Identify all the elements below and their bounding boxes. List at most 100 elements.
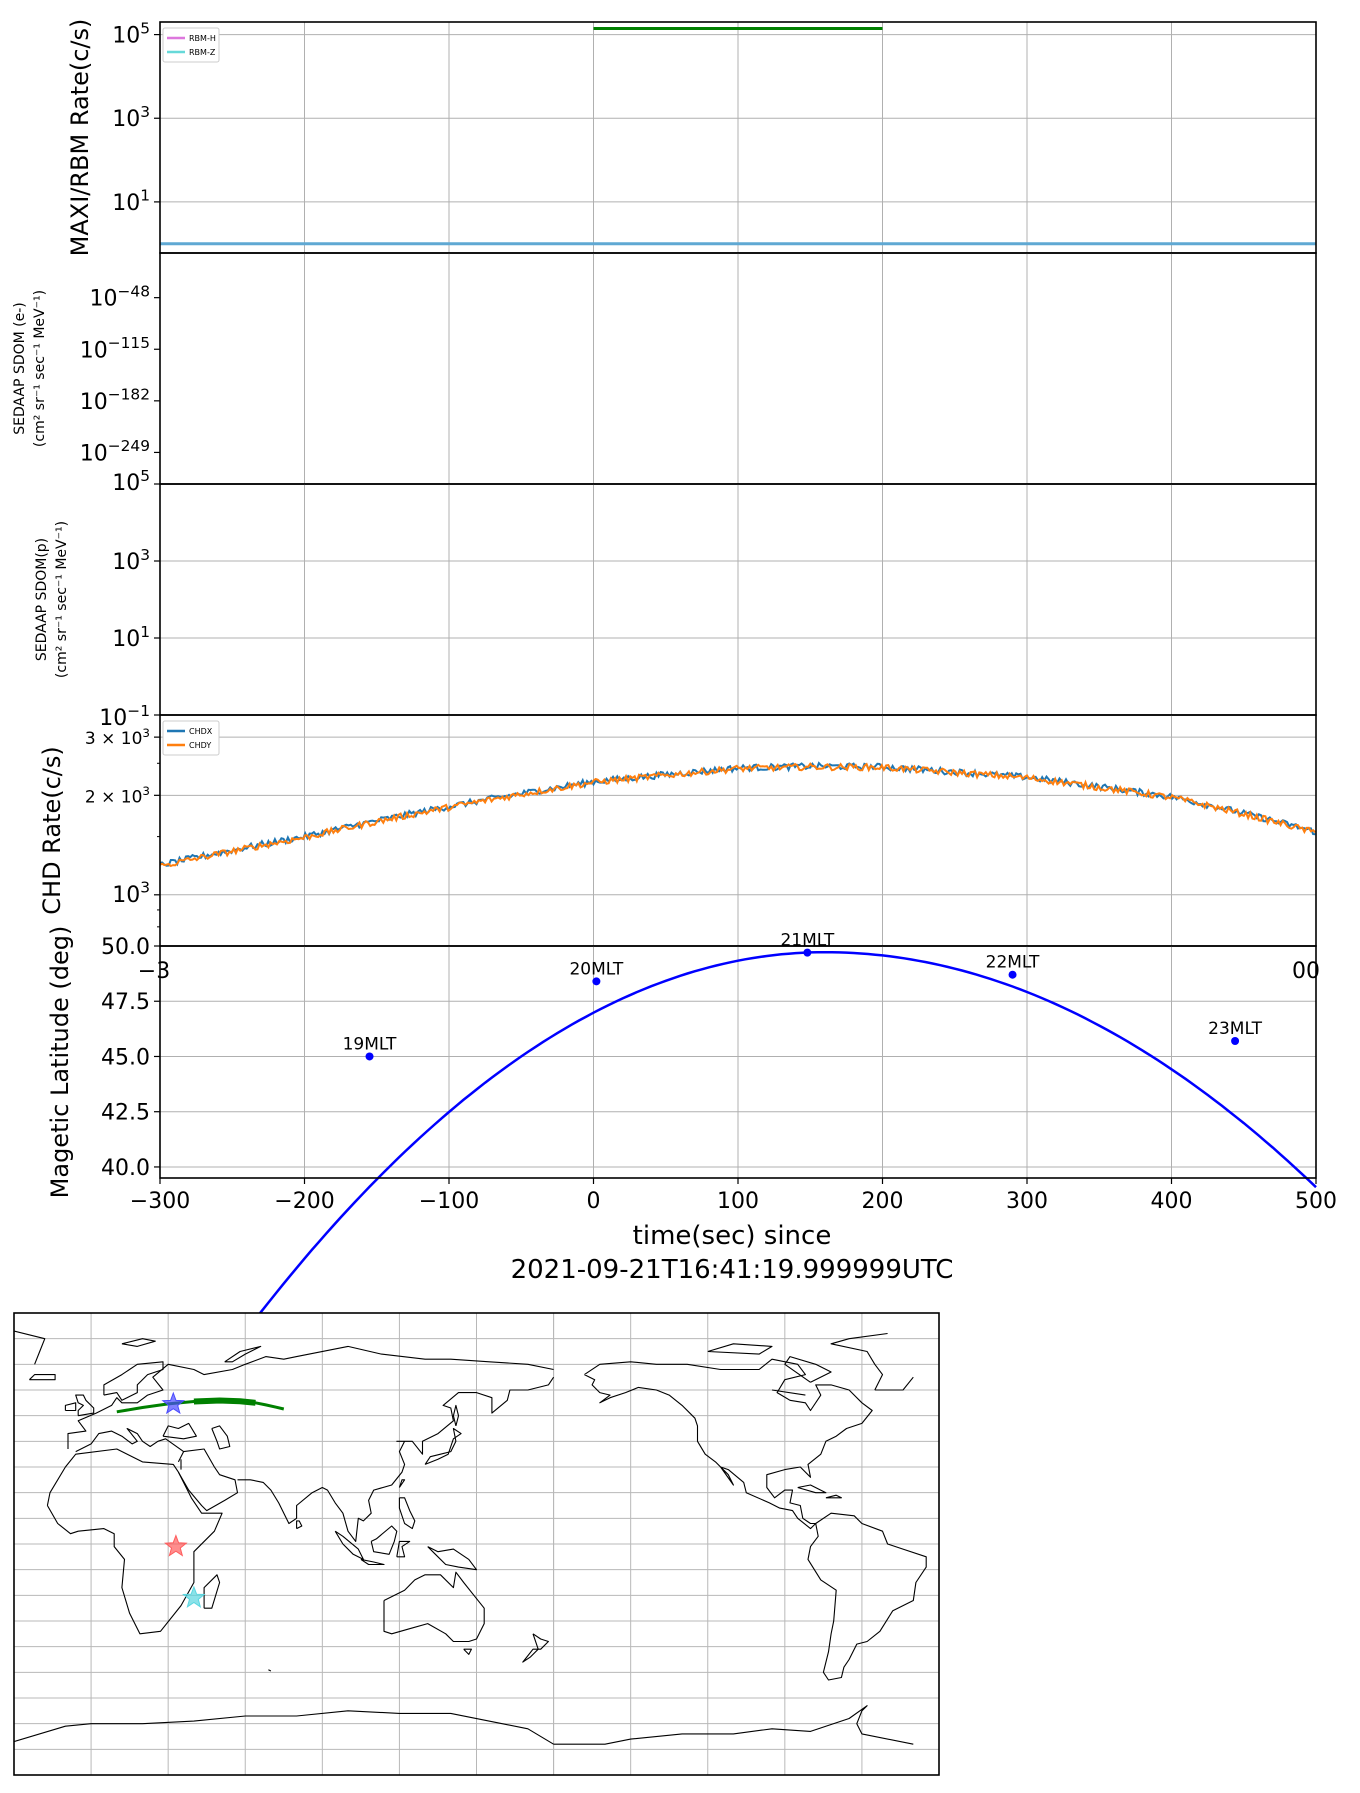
coastline-greenland (14, 1330, 914, 1391)
y-tick-label: 103 (112, 103, 150, 132)
coastline-new-guinea (427, 1546, 478, 1571)
coastline-svalbard (121, 1338, 156, 1347)
coastline-new-zealand (522, 1633, 549, 1663)
y-tick-label: 42.5 (101, 1101, 150, 1126)
y-tick-label-exp: 1 (140, 623, 150, 641)
map-content (14, 1313, 939, 1775)
coastline-north-america (584, 1358, 873, 1530)
y-tick-label-base: 10 (112, 550, 140, 575)
coastline-japan (424, 1427, 462, 1465)
coastline-hudson (771, 1389, 806, 1396)
coastline-arctic-islands (707, 1343, 773, 1355)
y-tick-label-exp: −182 (108, 386, 150, 404)
coastline-africa-coast (46, 1448, 223, 1635)
y-tick-label-base: 3 × 10 (85, 729, 143, 749)
legend-label: RBM-H (189, 34, 216, 43)
coastline-novaya-zemlya (224, 1345, 262, 1363)
position-star-icon (161, 1391, 186, 1415)
y-tick-label-base: 10 (80, 390, 108, 415)
x-tick-label: 100 (717, 1189, 759, 1214)
coastline-sri-lanka (296, 1520, 303, 1530)
x-tick-label: −200 (274, 1189, 334, 1214)
magnetic-latitude-panel: 40.0 42.5 45.0 47.5 50.0 −300 −200 −100 0 100 200 3… (46, 926, 1337, 1454)
x-tick-label: 400 (1151, 1189, 1193, 1214)
y-tick-label: 101 (112, 187, 150, 216)
x-axis-label-line1: time(sec) since (633, 1221, 832, 1251)
coastline-philippines (398, 1497, 416, 1530)
legend-label: CHDY (189, 741, 211, 750)
y-tick-label: 10−249 (80, 437, 150, 466)
y-tick-label: 10−182 (80, 386, 150, 415)
y-tick-label-exp: −249 (108, 437, 150, 455)
coastline-india-coast (237, 1376, 555, 1542)
coastline-madagascar (203, 1574, 221, 1609)
x-axis-label-line2: 2021-09-21T16:41:19.999999UTC (511, 1255, 954, 1285)
orbit-track-highlight (193, 1397, 256, 1406)
y-tick-label-base: 10 (112, 471, 140, 496)
y-tick-label-base: 10 (112, 627, 140, 652)
coastline-europe-coast (67, 1345, 554, 1449)
coastline-borneo (370, 1525, 398, 1555)
coastline-java (360, 1558, 385, 1566)
y-axis-label: MAXI/RBM Rate(c/s) (66, 19, 94, 257)
mlt-label: 21MLT (780, 931, 834, 951)
legend-label: RBM-Z (189, 48, 216, 57)
coastline-australia (383, 1571, 485, 1643)
y-tick-label-exp: −1 (127, 702, 150, 720)
coastline-ireland (64, 1402, 77, 1412)
y-tick-label-base: 10 (80, 338, 108, 363)
coastline-black-sea (162, 1422, 197, 1440)
y-tick-label-exp: 3 (142, 784, 150, 798)
y-axis-label: SEDAAP SDOM(p) (cm² sr⁻¹ sec⁻¹ MeV⁻¹) (34, 521, 70, 678)
coastline-sakhalin (452, 1404, 460, 1427)
y-tick-label: 50.0 (101, 935, 150, 960)
y-tick-label-exp: 5 (140, 19, 150, 37)
y-tick-label-exp: −115 (108, 334, 150, 352)
y-tick-label: 101 (112, 623, 150, 652)
coastline-kerguelen-dot (268, 1669, 272, 1672)
coastline-cuba (797, 1484, 827, 1494)
series-chdx-line (159, 761, 1316, 867)
coastline-south-america (807, 1512, 927, 1681)
y-tick-label: 40.0 (101, 1156, 150, 1181)
coastline-uk (75, 1394, 95, 1417)
coastline-iceland (29, 1374, 56, 1381)
x-tick-label: 200 (862, 1189, 904, 1214)
coastline-scandinavia (103, 1361, 164, 1401)
y-tick-label: 105 (112, 467, 150, 496)
y-axis-label-line: (cm² sr⁻¹ sec⁻¹ MeV⁻¹) (54, 521, 70, 678)
y-tick-label-base: 10 (99, 706, 127, 731)
mlt-point (1231, 1037, 1240, 1046)
y-axis-label: SEDAAP SDOM (e-) (cm² sr⁻¹ sec⁻¹ MeV⁻¹) (12, 290, 48, 447)
y-tick-label-exp: 3 (140, 103, 150, 121)
y-tick-label-exp: 1 (140, 187, 150, 205)
coastline-antarctica (14, 1705, 914, 1745)
y-tick-label: 103 (112, 879, 150, 908)
y-tick-label: 10−1 (99, 702, 150, 731)
x-tick-label: −100 (419, 1189, 479, 1214)
coastline-caspian (211, 1425, 231, 1450)
y-axis-label: Magetic Latitude (deg) (46, 926, 74, 1199)
y-tick-label-exp: 3 (140, 546, 150, 564)
x-tick-label: 500 (1295, 1189, 1337, 1214)
y-tick-label: 10−115 (80, 334, 150, 363)
coastline-sulawesi (396, 1540, 411, 1558)
y-axis-label: CHD Rate(c/s) (38, 746, 66, 914)
series-chdy-line (159, 762, 1316, 868)
y-tick-label: 3 × 103 (85, 726, 150, 749)
legend-box (162, 27, 220, 63)
coastline-taiwan (398, 1479, 406, 1488)
mlt-label: 20MLT (569, 959, 623, 979)
y-tick-label-exp: −48 (118, 282, 150, 300)
y-axis-label-line: SEDAAP SDOM (e-) (12, 302, 28, 435)
coastline-hispaniola (825, 1494, 842, 1499)
position-star-icon (182, 1585, 206, 1608)
y-tick-label: 2 × 103 (85, 784, 150, 807)
position-star-icon (164, 1534, 188, 1557)
mlt-point (1008, 970, 1017, 979)
orbit-map-panel (13, 1312, 940, 1776)
